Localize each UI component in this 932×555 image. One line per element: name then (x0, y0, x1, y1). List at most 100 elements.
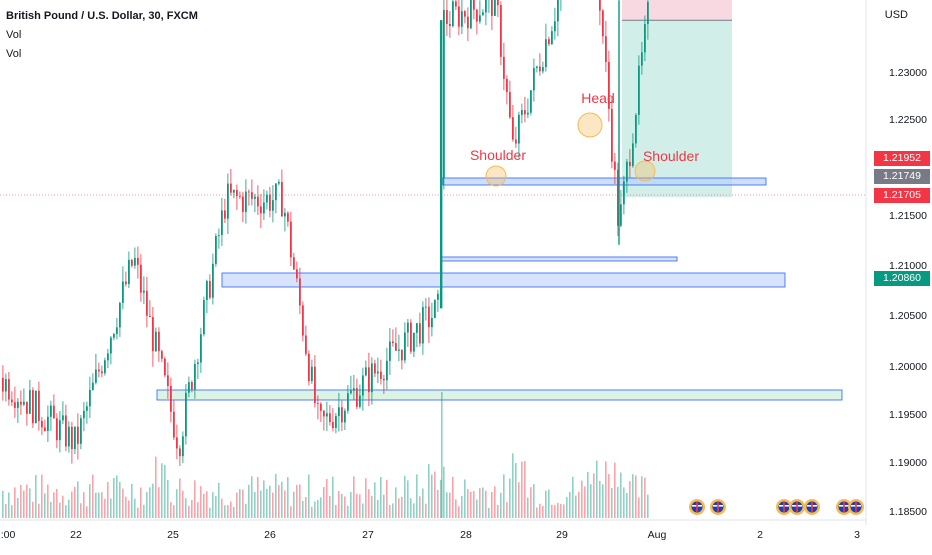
candle-body (2, 377, 4, 392)
candle-body (269, 194, 271, 211)
volume-bar (491, 491, 493, 518)
volume-bar (272, 492, 274, 518)
time-tick-label: :00 (1, 529, 16, 541)
volume-bar (278, 485, 280, 518)
base-support-zone (156, 389, 843, 401)
candle-body (191, 382, 193, 390)
candle-body (242, 196, 244, 212)
candle-body (455, 1, 457, 7)
candle-body (614, 161, 616, 170)
candle-body (296, 269, 298, 279)
volume-bar (497, 504, 499, 518)
candle-body (515, 139, 517, 144)
volume-bar (53, 492, 55, 518)
candle-body (350, 390, 352, 394)
candle-body (41, 420, 43, 428)
volume-bar (545, 490, 547, 518)
volume-bar (584, 486, 586, 518)
candle-body (434, 299, 436, 318)
candle-body (347, 393, 349, 411)
candle-body (137, 257, 139, 265)
volume-bar (44, 493, 46, 518)
economic-event-icon (789, 499, 805, 515)
neckline-zone (440, 256, 678, 262)
candle-body (176, 437, 178, 449)
candle-body (302, 305, 304, 336)
volume-bar (524, 460, 526, 518)
volume-bar (428, 464, 430, 518)
candle-body (92, 382, 94, 390)
candle-body (485, 0, 487, 13)
volume-bar (302, 500, 304, 518)
volume-bar (194, 480, 196, 518)
candle-body (428, 306, 430, 328)
volume-indicator-label-2[interactable]: Vol (6, 48, 22, 60)
volume-bar (311, 506, 313, 518)
volume-bar (437, 489, 439, 518)
economic-event-icon (836, 499, 852, 515)
volume-bar (410, 498, 412, 518)
candle-body (260, 206, 262, 214)
candle-body (545, 39, 547, 68)
candle-body (422, 307, 424, 344)
volume-bar (173, 505, 175, 518)
candle-body (353, 388, 355, 391)
candle-body (65, 415, 67, 447)
volume-bar (260, 490, 262, 518)
candle-body (317, 403, 319, 404)
volume-bar (119, 481, 121, 518)
volume-bar (512, 453, 514, 518)
candle-body (332, 422, 334, 428)
left-shoulder-marker (485, 165, 507, 187)
candle-body (377, 371, 379, 374)
volume-bar (122, 488, 124, 518)
currency-label[interactable]: USD (884, 9, 908, 21)
candle-body (635, 114, 637, 144)
volume-bar (158, 487, 160, 518)
volume-bar (641, 476, 643, 518)
volume-bar (326, 478, 328, 518)
resistance-zone (442, 177, 767, 186)
volume-bar (404, 475, 406, 518)
volume-series (2, 392, 649, 518)
volume-bar (386, 479, 388, 518)
volume-bar (116, 475, 118, 518)
candle-body (512, 117, 514, 140)
volume-bar (503, 474, 505, 518)
volume-bar (209, 507, 211, 518)
candle-body (626, 161, 628, 182)
candle-body (263, 202, 265, 214)
time-tick-label: 26 (264, 529, 276, 541)
volume-bar (86, 506, 88, 518)
candle-body (305, 335, 307, 354)
candle-body (602, 10, 604, 37)
volume-bar (377, 499, 379, 518)
candle-body (554, 21, 556, 32)
volume-bar (548, 489, 550, 518)
candle-body (647, 1, 649, 25)
candle-body (620, 204, 622, 226)
volume-bar (368, 489, 370, 518)
volume-bar (443, 466, 445, 518)
candle-body (188, 382, 190, 393)
volume-bar (440, 479, 442, 518)
breakout-candle (440, 20, 443, 309)
volume-bar (392, 503, 394, 518)
volume-bar (146, 492, 148, 518)
volume-bar (5, 503, 7, 518)
candle-body (245, 191, 247, 212)
candle-body (200, 334, 202, 363)
volume-bar (266, 488, 268, 518)
volume-bar (362, 503, 364, 518)
volume-bar (632, 474, 634, 518)
volume-indicator-label[interactable]: Vol (6, 29, 22, 41)
time-tick-label: 3 (854, 529, 860, 541)
volume-bar (20, 484, 22, 518)
volume-bar (401, 496, 403, 518)
candle-body (632, 143, 634, 166)
candle-body (497, 0, 499, 6)
time-tick-label: 27 (362, 529, 374, 541)
candle-body (128, 259, 130, 285)
candle-body (506, 78, 508, 93)
